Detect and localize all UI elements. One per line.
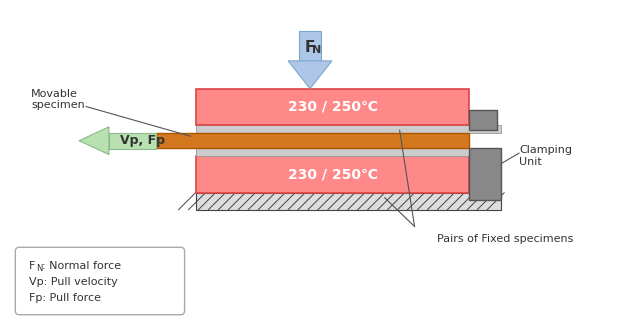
Bar: [156, 133, 469, 148]
Bar: [195, 148, 501, 156]
Bar: [469, 148, 501, 200]
Text: 230 / 250℃: 230 / 250℃: [287, 167, 377, 182]
FancyBboxPatch shape: [15, 247, 185, 315]
Polygon shape: [79, 127, 109, 154]
Text: F: F: [305, 40, 315, 54]
Text: Vp: Pull velocity: Vp: Pull velocity: [29, 277, 118, 287]
Text: Fp: Pull force: Fp: Pull force: [29, 293, 101, 303]
Polygon shape: [288, 61, 332, 89]
Text: Movable
specimen: Movable specimen: [32, 89, 85, 110]
Text: Vp, Fp: Vp, Fp: [120, 134, 165, 147]
Text: F: F: [29, 261, 36, 271]
Bar: [195, 156, 469, 193]
Bar: [299, 31, 321, 61]
Bar: [109, 133, 156, 148]
Text: : Normal force: : Normal force: [42, 261, 122, 271]
Text: N: N: [36, 264, 42, 273]
Text: 230 / 250℃: 230 / 250℃: [287, 100, 377, 114]
Bar: [469, 111, 497, 130]
Bar: [195, 125, 501, 133]
Text: Clamping
Unit: Clamping Unit: [519, 145, 572, 167]
Bar: [195, 193, 501, 210]
Bar: [195, 89, 469, 125]
Text: N: N: [312, 45, 322, 55]
Text: Pairs of Fixed specimens: Pairs of Fixed specimens: [437, 234, 574, 245]
